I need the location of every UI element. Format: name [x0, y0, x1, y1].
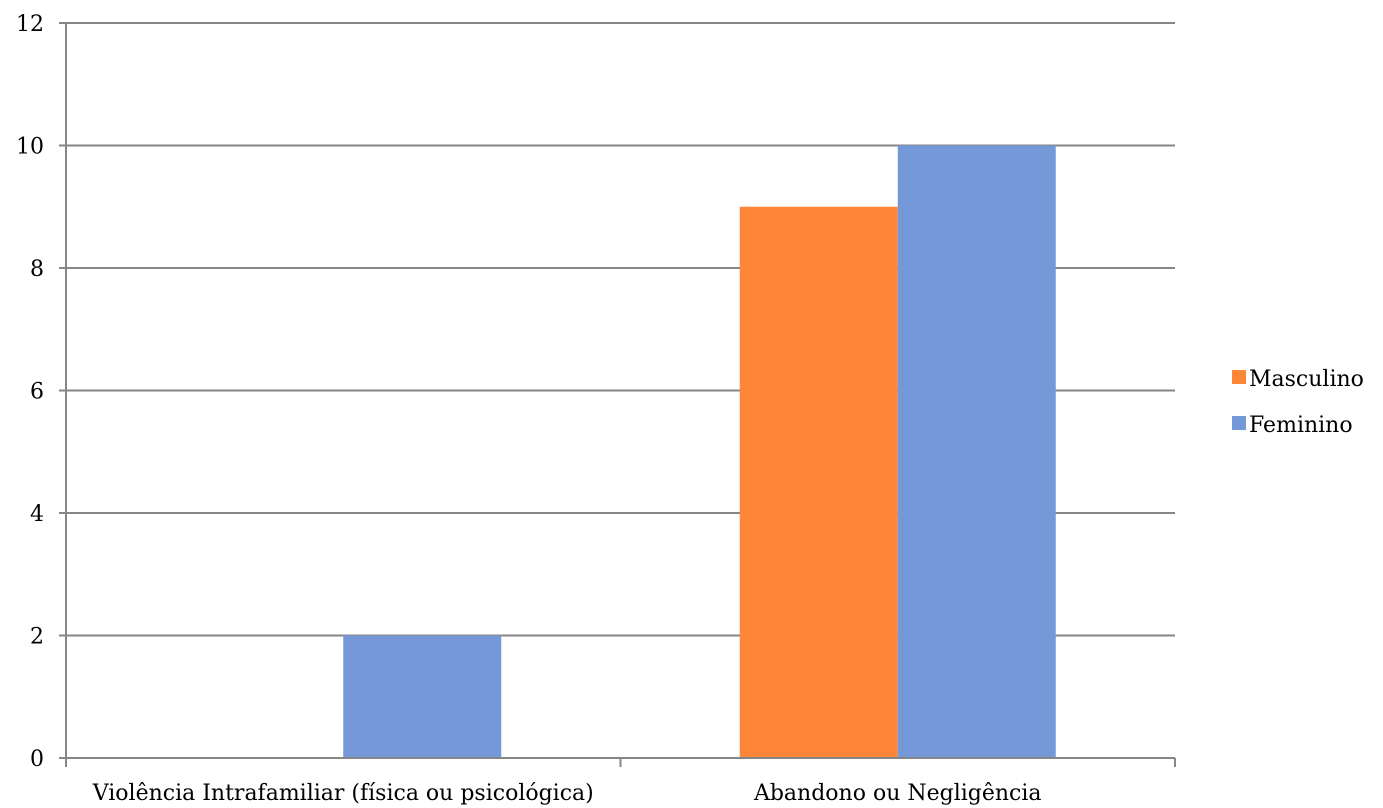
bar-feminino-1	[897, 145, 1056, 758]
y-tick-label: 6	[30, 380, 44, 405]
bars	[343, 145, 1056, 758]
legend-swatch-feminino	[1232, 416, 1246, 430]
bar-masculino-1	[739, 206, 898, 758]
legend-swatch-masculino	[1232, 370, 1246, 384]
category-label: Abandono ou Negligência	[753, 781, 1042, 806]
category-label: Violência Intrafamiliar (física ou psico…	[92, 781, 594, 806]
bar-feminino-0	[343, 635, 502, 758]
y-tick-label: 8	[30, 257, 44, 282]
category-labels: Violência Intrafamiliar (física ou psico…	[92, 781, 1042, 806]
y-tick-label: 2	[30, 625, 44, 650]
axes	[59, 22, 1176, 767]
y-tick-label: 0	[30, 747, 44, 772]
y-tick-label: 4	[30, 502, 44, 527]
legend-label-feminino: Feminino	[1249, 413, 1353, 438]
legend-label-masculino: Masculino	[1249, 367, 1364, 392]
y-tick-labels: 0 2 4 6 8 10 12	[16, 12, 44, 772]
y-tick-label: 12	[16, 12, 44, 37]
legend: Masculino Feminino	[1232, 367, 1364, 438]
y-tick-label: 10	[16, 135, 44, 160]
